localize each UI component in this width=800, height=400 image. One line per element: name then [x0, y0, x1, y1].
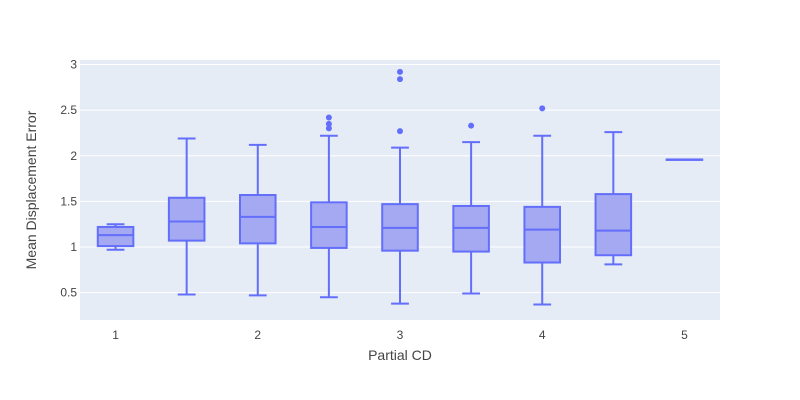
box-trace: [310, 114, 348, 299]
box-trace: [523, 105, 562, 306]
y-tick-label: 2: [70, 149, 77, 163]
x-axis-ticks: 1 2 3 4 5: [112, 328, 688, 342]
x-tick-label: 2: [254, 328, 261, 342]
outlier-point: [539, 105, 546, 112]
box-trace: [452, 122, 490, 295]
box-iqr: [594, 193, 633, 257]
box-iqr: [167, 196, 206, 242]
box-iqr: [239, 194, 277, 245]
outlier-point: [397, 76, 403, 83]
box-series: [96, 68, 704, 306]
box-trace: [381, 68, 419, 305]
box-iqr: [310, 201, 348, 249]
outlier-point: [397, 68, 403, 75]
y-tick-label: 2.5: [60, 103, 77, 117]
y-axis-ticks: 0.5 1 1.5 2 2.5 3: [60, 58, 77, 300]
box-trace: [167, 137, 206, 296]
x-tick-label: 5: [681, 328, 688, 342]
x-tick-label: 1: [112, 328, 119, 342]
box-trace: [96, 223, 135, 251]
box-trace: [665, 158, 704, 161]
outlier-point: [468, 122, 475, 129]
box-iqr: [523, 205, 562, 264]
outlier-point: [397, 128, 403, 135]
outlier-point: [325, 120, 332, 127]
outlier-point: [325, 114, 332, 121]
box-iqr: [96, 225, 135, 248]
y-tick-label: 1: [70, 240, 77, 254]
y-tick-label: 0.5: [60, 286, 77, 300]
x-axis-title: Partial CD: [368, 347, 432, 363]
outlier-point: [325, 125, 332, 132]
y-tick-label: 3: [70, 58, 77, 72]
box-trace: [594, 131, 633, 266]
box-trace: [239, 143, 277, 297]
x-tick-label: 4: [539, 328, 546, 342]
y-tick-label: 1.5: [60, 194, 77, 208]
x-tick-label: 3: [397, 328, 404, 342]
y-axis-title: Mean Displacement Error: [23, 110, 39, 269]
